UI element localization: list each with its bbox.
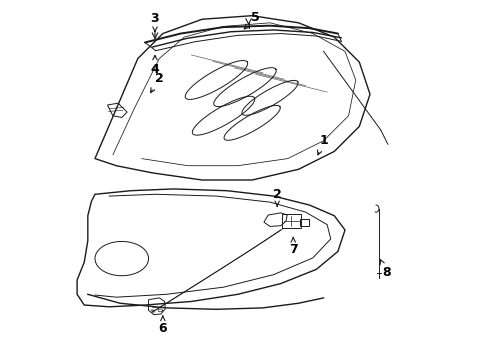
Text: 4: 4 xyxy=(150,55,159,76)
Bar xyxy=(282,214,301,228)
Text: 2: 2 xyxy=(273,188,282,206)
Text: 7: 7 xyxy=(289,237,297,256)
Text: 6: 6 xyxy=(159,316,167,335)
Text: 1: 1 xyxy=(318,134,328,155)
Text: 2: 2 xyxy=(150,72,164,93)
Text: 5: 5 xyxy=(245,11,260,29)
Text: 8: 8 xyxy=(380,260,391,279)
Text: 3: 3 xyxy=(150,12,159,31)
Bar xyxy=(300,219,309,226)
